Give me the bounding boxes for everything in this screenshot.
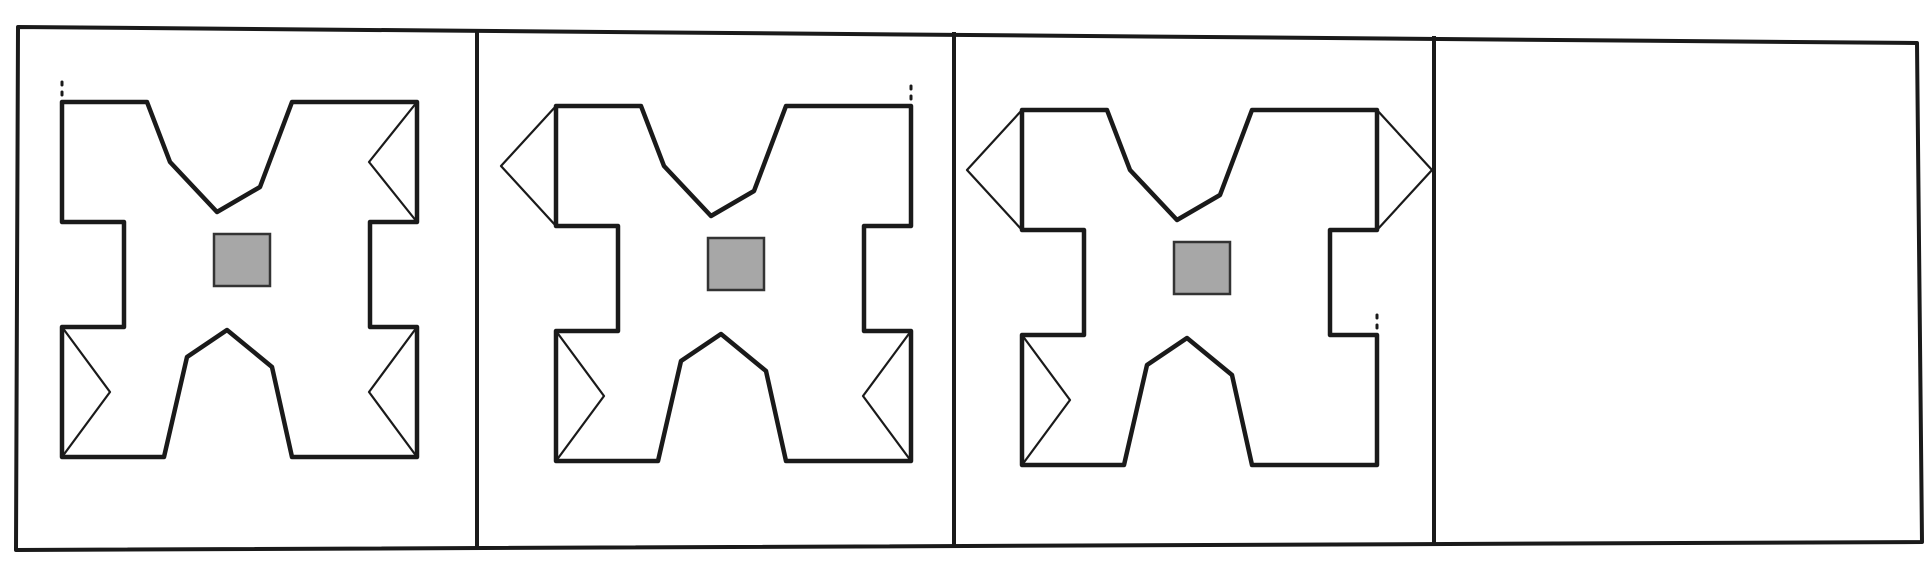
x-figure — [965, 107, 1434, 468]
center-square — [706, 236, 766, 292]
center-square — [212, 232, 272, 288]
outer-frame — [14, 25, 1924, 552]
outward-triangle-top-left — [965, 109, 1023, 231]
inward-triangle-bottom-right — [367, 326, 418, 458]
inward-triangle-bottom-left — [61, 326, 112, 458]
x-figure — [59, 80, 420, 460]
inward-triangle-bottom-right — [861, 330, 912, 462]
inward-triangle-top-right — [367, 101, 418, 223]
figures-layer — [59, 80, 1434, 468]
outward-triangle-top-left — [499, 105, 557, 227]
x-figure — [499, 84, 914, 464]
outward-triangle-top-right — [1376, 109, 1434, 231]
center-square — [1172, 240, 1232, 296]
x-figure-outline — [1019, 107, 1380, 468]
inward-triangle-bottom-left — [1021, 334, 1072, 466]
inward-triangle-bottom-left — [555, 330, 606, 462]
